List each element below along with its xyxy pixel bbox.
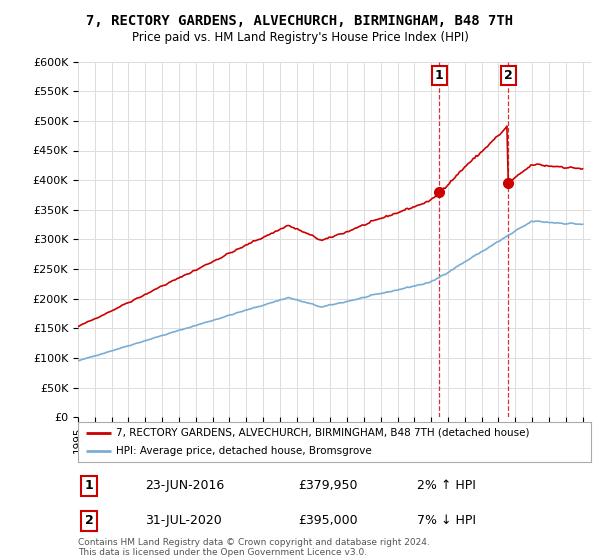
- Text: 7% ↓ HPI: 7% ↓ HPI: [416, 514, 476, 527]
- Text: 1: 1: [85, 479, 94, 492]
- Text: 2: 2: [504, 69, 512, 82]
- Text: 7, RECTORY GARDENS, ALVECHURCH, BIRMINGHAM, B48 7TH: 7, RECTORY GARDENS, ALVECHURCH, BIRMINGH…: [86, 14, 514, 28]
- Text: 2% ↑ HPI: 2% ↑ HPI: [416, 479, 475, 492]
- Text: Price paid vs. HM Land Registry's House Price Index (HPI): Price paid vs. HM Land Registry's House …: [131, 31, 469, 44]
- Text: 23-JUN-2016: 23-JUN-2016: [145, 479, 224, 492]
- Text: 31-JUL-2020: 31-JUL-2020: [145, 514, 221, 527]
- Text: 7, RECTORY GARDENS, ALVECHURCH, BIRMINGHAM, B48 7TH (detached house): 7, RECTORY GARDENS, ALVECHURCH, BIRMINGH…: [116, 428, 530, 437]
- Text: 1: 1: [435, 69, 443, 82]
- Text: £395,000: £395,000: [299, 514, 358, 527]
- Text: £379,950: £379,950: [299, 479, 358, 492]
- Text: HPI: Average price, detached house, Bromsgrove: HPI: Average price, detached house, Brom…: [116, 446, 372, 456]
- Text: Contains HM Land Registry data © Crown copyright and database right 2024.
This d: Contains HM Land Registry data © Crown c…: [78, 538, 430, 557]
- Text: 2: 2: [85, 514, 94, 527]
